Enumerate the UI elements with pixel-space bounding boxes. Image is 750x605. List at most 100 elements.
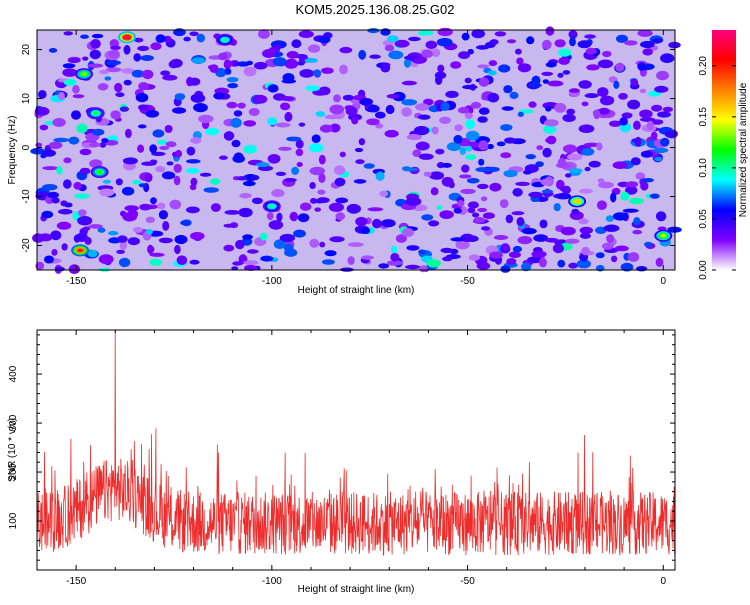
colorbar-ticks: 0.00 0.05 0.10 0.15 0.20: [698, 56, 736, 280]
spectrogram-x-tick-label: -50: [460, 276, 475, 287]
spectrogram-blob: [196, 33, 205, 43]
spectrogram-blob: [280, 102, 291, 111]
spectrogram-blob: [223, 244, 235, 252]
spectrogram-blob: [226, 101, 238, 109]
spectrogram-blob: [108, 231, 119, 236]
spectrogram-blob: [334, 177, 346, 187]
spectrogram-blob: [412, 149, 422, 157]
spectrogram-hotspot: [77, 248, 84, 253]
spectrogram-blob: [600, 95, 615, 106]
spectrogram-blob: [284, 111, 293, 122]
spectrogram-blob: [512, 188, 523, 197]
spectrogram-blob: [117, 235, 128, 243]
spectrogram-blob: [472, 212, 480, 218]
spectrogram-blob: [291, 39, 302, 49]
snr-x-axis-label: Height of straight line (km): [298, 584, 415, 595]
spectrogram-blob: [360, 227, 371, 234]
spectrogram-blob: [363, 163, 375, 169]
spectrogram-blob: [68, 264, 80, 275]
spectrogram-blob: [157, 202, 166, 210]
spectrogram-blob: [82, 226, 91, 231]
spectrogram-blob: [464, 77, 472, 84]
spectrogram-hotspot: [268, 204, 275, 209]
spectrogram-blob: [79, 148, 92, 156]
spectrogram-blob: [260, 232, 268, 241]
spectrogram-blob: [255, 162, 270, 168]
spectrogram-blob: [664, 130, 676, 138]
spectrogram-blob: [119, 240, 128, 250]
spectrogram-blob: [464, 112, 473, 119]
spectrogram-blob: [630, 157, 641, 166]
spectrogram-blob: [401, 80, 417, 86]
spectrogram-blob: [174, 244, 181, 255]
spectrogram-blob: [577, 40, 592, 49]
spectrogram-blob: [124, 205, 139, 212]
spectrogram-blob: [339, 46, 353, 54]
spectrogram-blob: [87, 249, 98, 258]
spectrogram-blob: [650, 119, 664, 125]
spectrogram-blob: [473, 217, 486, 224]
spectrogram-blob: [640, 150, 653, 158]
spectrogram-blob: [262, 49, 276, 58]
spectrogram-blob: [581, 246, 590, 256]
spectrogram-blob: [403, 55, 420, 60]
spectrogram-blob: [150, 42, 162, 51]
spectrogram-blob: [384, 129, 399, 138]
spectrogram-blob: [521, 262, 532, 272]
spectrogram-blob: [553, 203, 561, 212]
spectrogram-blob: [622, 208, 639, 213]
spectrogram-blob: [224, 68, 232, 75]
spectrogram-blob: [489, 251, 503, 259]
spectrogram-blob: [190, 93, 206, 103]
spectrogram-blob: [618, 92, 628, 100]
spectrogram-blob: [579, 226, 593, 235]
spectrogram-blob: [286, 136, 302, 142]
spectrogram-blob: [385, 104, 395, 115]
spectrogram-blob: [149, 159, 158, 164]
spectrogram-blob: [368, 104, 380, 113]
spectrogram-blob: [505, 214, 514, 224]
spectrogram-blob: [105, 60, 121, 66]
spectrogram-blob: [501, 106, 514, 111]
spectrogram-blob: [620, 191, 630, 201]
spectrogram-blob: [406, 245, 420, 251]
spectrogram-blob: [41, 210, 54, 219]
spectrogram-blob: [48, 141, 63, 149]
spectrogram-blob: [132, 226, 143, 233]
spectrogram-blob: [309, 166, 325, 176]
spectrogram-blob: [379, 190, 389, 197]
spectrogram-blob: [482, 212, 495, 219]
spectrogram-blob: [637, 29, 653, 37]
spectrogram-blob: [605, 215, 615, 222]
spectrogram-frame: [36, 29, 676, 271]
spectrogram-blob: [58, 208, 73, 215]
spectrogram-blob: [298, 122, 306, 127]
spectrogram-blob: [629, 197, 644, 205]
spectrogram-blob: [418, 114, 431, 120]
spectrogram-blob: [275, 122, 291, 128]
spectrogram-blob: [231, 139, 241, 148]
spectrogram-blob: [598, 107, 610, 115]
spectrogram-blob: [528, 101, 537, 108]
spectrogram-blob: [266, 212, 274, 221]
spectrogram-blob: [335, 212, 346, 221]
spectrogram-blob: [487, 92, 500, 103]
spectrogram-blob: [231, 266, 239, 271]
spectrogram-blob: [375, 111, 386, 119]
spectrogram-blob: [62, 68, 78, 77]
spectrogram-y-tick-label: -10: [21, 189, 32, 204]
spectrogram-blob: [595, 252, 605, 259]
spectrogram-blob: [56, 221, 72, 230]
spectrogram-blob: [230, 117, 242, 128]
spectrogram-blob: [116, 249, 125, 254]
spectrogram-blob: [418, 265, 428, 273]
spectrogram-blob: [62, 63, 76, 69]
spectrogram-blob: [466, 177, 480, 184]
spectrogram-blob: [35, 142, 43, 148]
spectrogram-blob: [386, 94, 400, 99]
spectrogram-blob: [455, 239, 470, 250]
spectrogram-blob: [568, 262, 578, 269]
spectrogram-blob: [251, 197, 263, 204]
spectrogram-blob: [163, 35, 172, 43]
spectrogram-blob: [477, 183, 489, 190]
